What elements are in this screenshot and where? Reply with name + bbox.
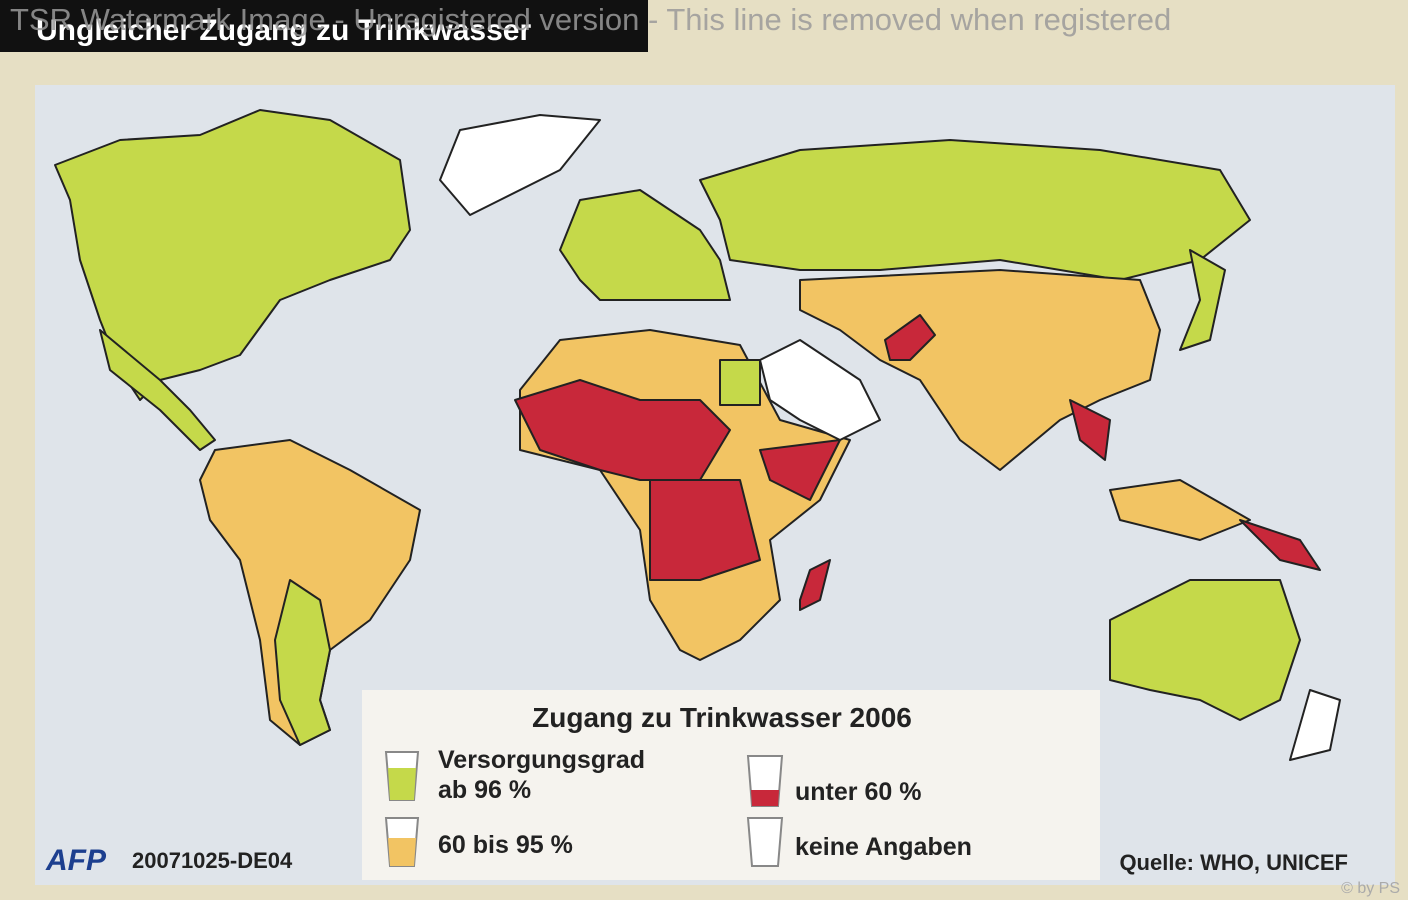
copyright: © by PS [1341, 880, 1400, 897]
north-asia [699, 139, 1251, 281]
world-map [54, 109, 1341, 761]
legend-glass-empty [746, 817, 784, 867]
legend-label: unter 60 % [795, 778, 921, 806]
southern-cone [274, 579, 331, 746]
legend-glass-green [384, 751, 420, 801]
australia [1109, 579, 1301, 721]
europe [559, 189, 731, 301]
afghanistan [884, 314, 936, 361]
south-asia [799, 269, 1161, 471]
horn-of-africa [759, 439, 841, 501]
north-america [54, 109, 411, 401]
sahel [514, 379, 731, 481]
southeast-asia [1069, 399, 1111, 461]
egypt [719, 359, 761, 406]
legend-box [362, 690, 1100, 880]
title-bar [0, 0, 648, 52]
legend-label: keine Angaben [795, 833, 972, 861]
madagascar [799, 559, 831, 611]
legend-label: ab 96 % [438, 776, 531, 804]
graphic-code: 20071025-DE04 [132, 848, 293, 873]
legend-title: Zugang zu Trinkwasser 2006 [532, 702, 912, 733]
legend-glass-red [746, 755, 784, 807]
legend-glass-orange [384, 817, 420, 867]
legend-label: 60 bis 95 % [438, 831, 573, 859]
legend-label: Versorgungsgrad [438, 746, 645, 774]
papua-new-guinea [1239, 519, 1321, 571]
central-america [99, 329, 216, 451]
watermark: TSR Watermark Image - Unregistered versi… [10, 2, 1171, 37]
greenland [439, 114, 601, 216]
new-zealand [1289, 689, 1341, 761]
afp-logo: AFP [45, 844, 107, 877]
middle-east [759, 339, 881, 441]
title: Ungleicher Zugang zu Trinkwasser [36, 14, 531, 47]
japan [1179, 249, 1226, 351]
indonesia [1109, 479, 1251, 541]
source: Quelle: WHO, UNICEF [1119, 850, 1348, 875]
central-africa [649, 479, 761, 581]
